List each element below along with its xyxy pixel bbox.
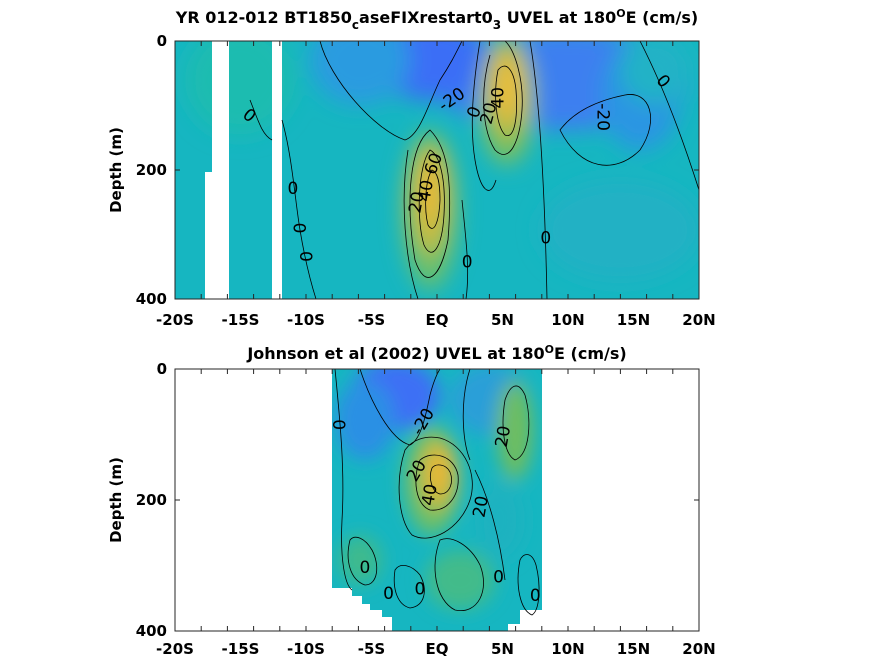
- contour-label: 0: [287, 179, 298, 199]
- x-tick-label: 15N: [617, 311, 650, 329]
- x-tick-label: -10S: [287, 311, 325, 329]
- contour-label: 0: [415, 579, 426, 599]
- chart-title-observations: Johnson et al (2002) UVEL at 180OE (cm/s…: [246, 343, 626, 363]
- contour-label: 20: [405, 190, 428, 215]
- x-tick-label: -15S: [222, 311, 260, 329]
- contour-label: 0: [530, 586, 541, 606]
- contour-label: -20: [592, 103, 612, 131]
- x-tick-label: -5S: [358, 640, 385, 656]
- x-tick-label: -10S: [287, 640, 325, 656]
- x-tick-label: -20S: [156, 640, 194, 656]
- x-tick-label: EQ: [426, 311, 449, 329]
- x-axis-observations: -20S -15S -10S -5S EQ 5N 10N 15N 20N: [156, 369, 716, 656]
- contour-label: 0: [462, 253, 473, 273]
- y-tick-label: 0: [157, 32, 167, 50]
- contour-label: 0: [328, 419, 348, 430]
- x-tick-label: 10N: [551, 640, 584, 656]
- x-tick-label: EQ: [426, 640, 449, 656]
- x-tick-label: -5S: [358, 311, 385, 329]
- y-tick-label: 400: [136, 290, 167, 308]
- contour-label: 0: [360, 558, 371, 578]
- y-tick-label: 400: [136, 622, 167, 640]
- contour-lines-observations: [334, 369, 540, 616]
- contour-label: 0: [493, 568, 504, 588]
- contour-label: 0: [383, 584, 394, 604]
- contour-label: 40: [418, 483, 441, 508]
- x-tick-label: 5N: [491, 640, 514, 656]
- x-tick-label: 15N: [617, 640, 650, 656]
- y-axis-label-model: Depth (m): [107, 127, 125, 213]
- x-tick-label: -15S: [222, 640, 260, 656]
- chart-title-model: YR 012-012 BT1850caseFIXrestart03 UVEL a…: [175, 7, 698, 32]
- x-tick-label: 5N: [491, 311, 514, 329]
- contour-label: 0: [540, 229, 551, 249]
- x-tick-label: -20S: [156, 311, 194, 329]
- missing-data-mask-model: [205, 41, 282, 299]
- x-tick-label: 20N: [682, 640, 715, 656]
- colormap-field-observations: [175, 369, 699, 631]
- y-tick-label: 0: [157, 360, 167, 378]
- colormap-field-model: [175, 41, 699, 299]
- contour-label: 20: [492, 424, 515, 449]
- y-tick-label: 200: [136, 491, 167, 509]
- x-tick-label: 10N: [551, 311, 584, 329]
- missing-data-mask-observations: [175, 369, 699, 631]
- contour-label: 40: [488, 87, 508, 109]
- contour-label: 40: [414, 178, 437, 203]
- contour-label: 0: [295, 251, 315, 262]
- contour-label: 0: [288, 223, 308, 234]
- y-axis-label-observations: Depth (m): [107, 457, 125, 543]
- x-tick-label: 20N: [682, 311, 715, 329]
- contour-lines-model: [249, 41, 699, 299]
- y-tick-label: 200: [136, 161, 167, 179]
- x-axis-model: -20S -15S -10S -5S EQ 5N 10N 15N 20N: [156, 41, 716, 329]
- contour-label: 20: [469, 494, 492, 519]
